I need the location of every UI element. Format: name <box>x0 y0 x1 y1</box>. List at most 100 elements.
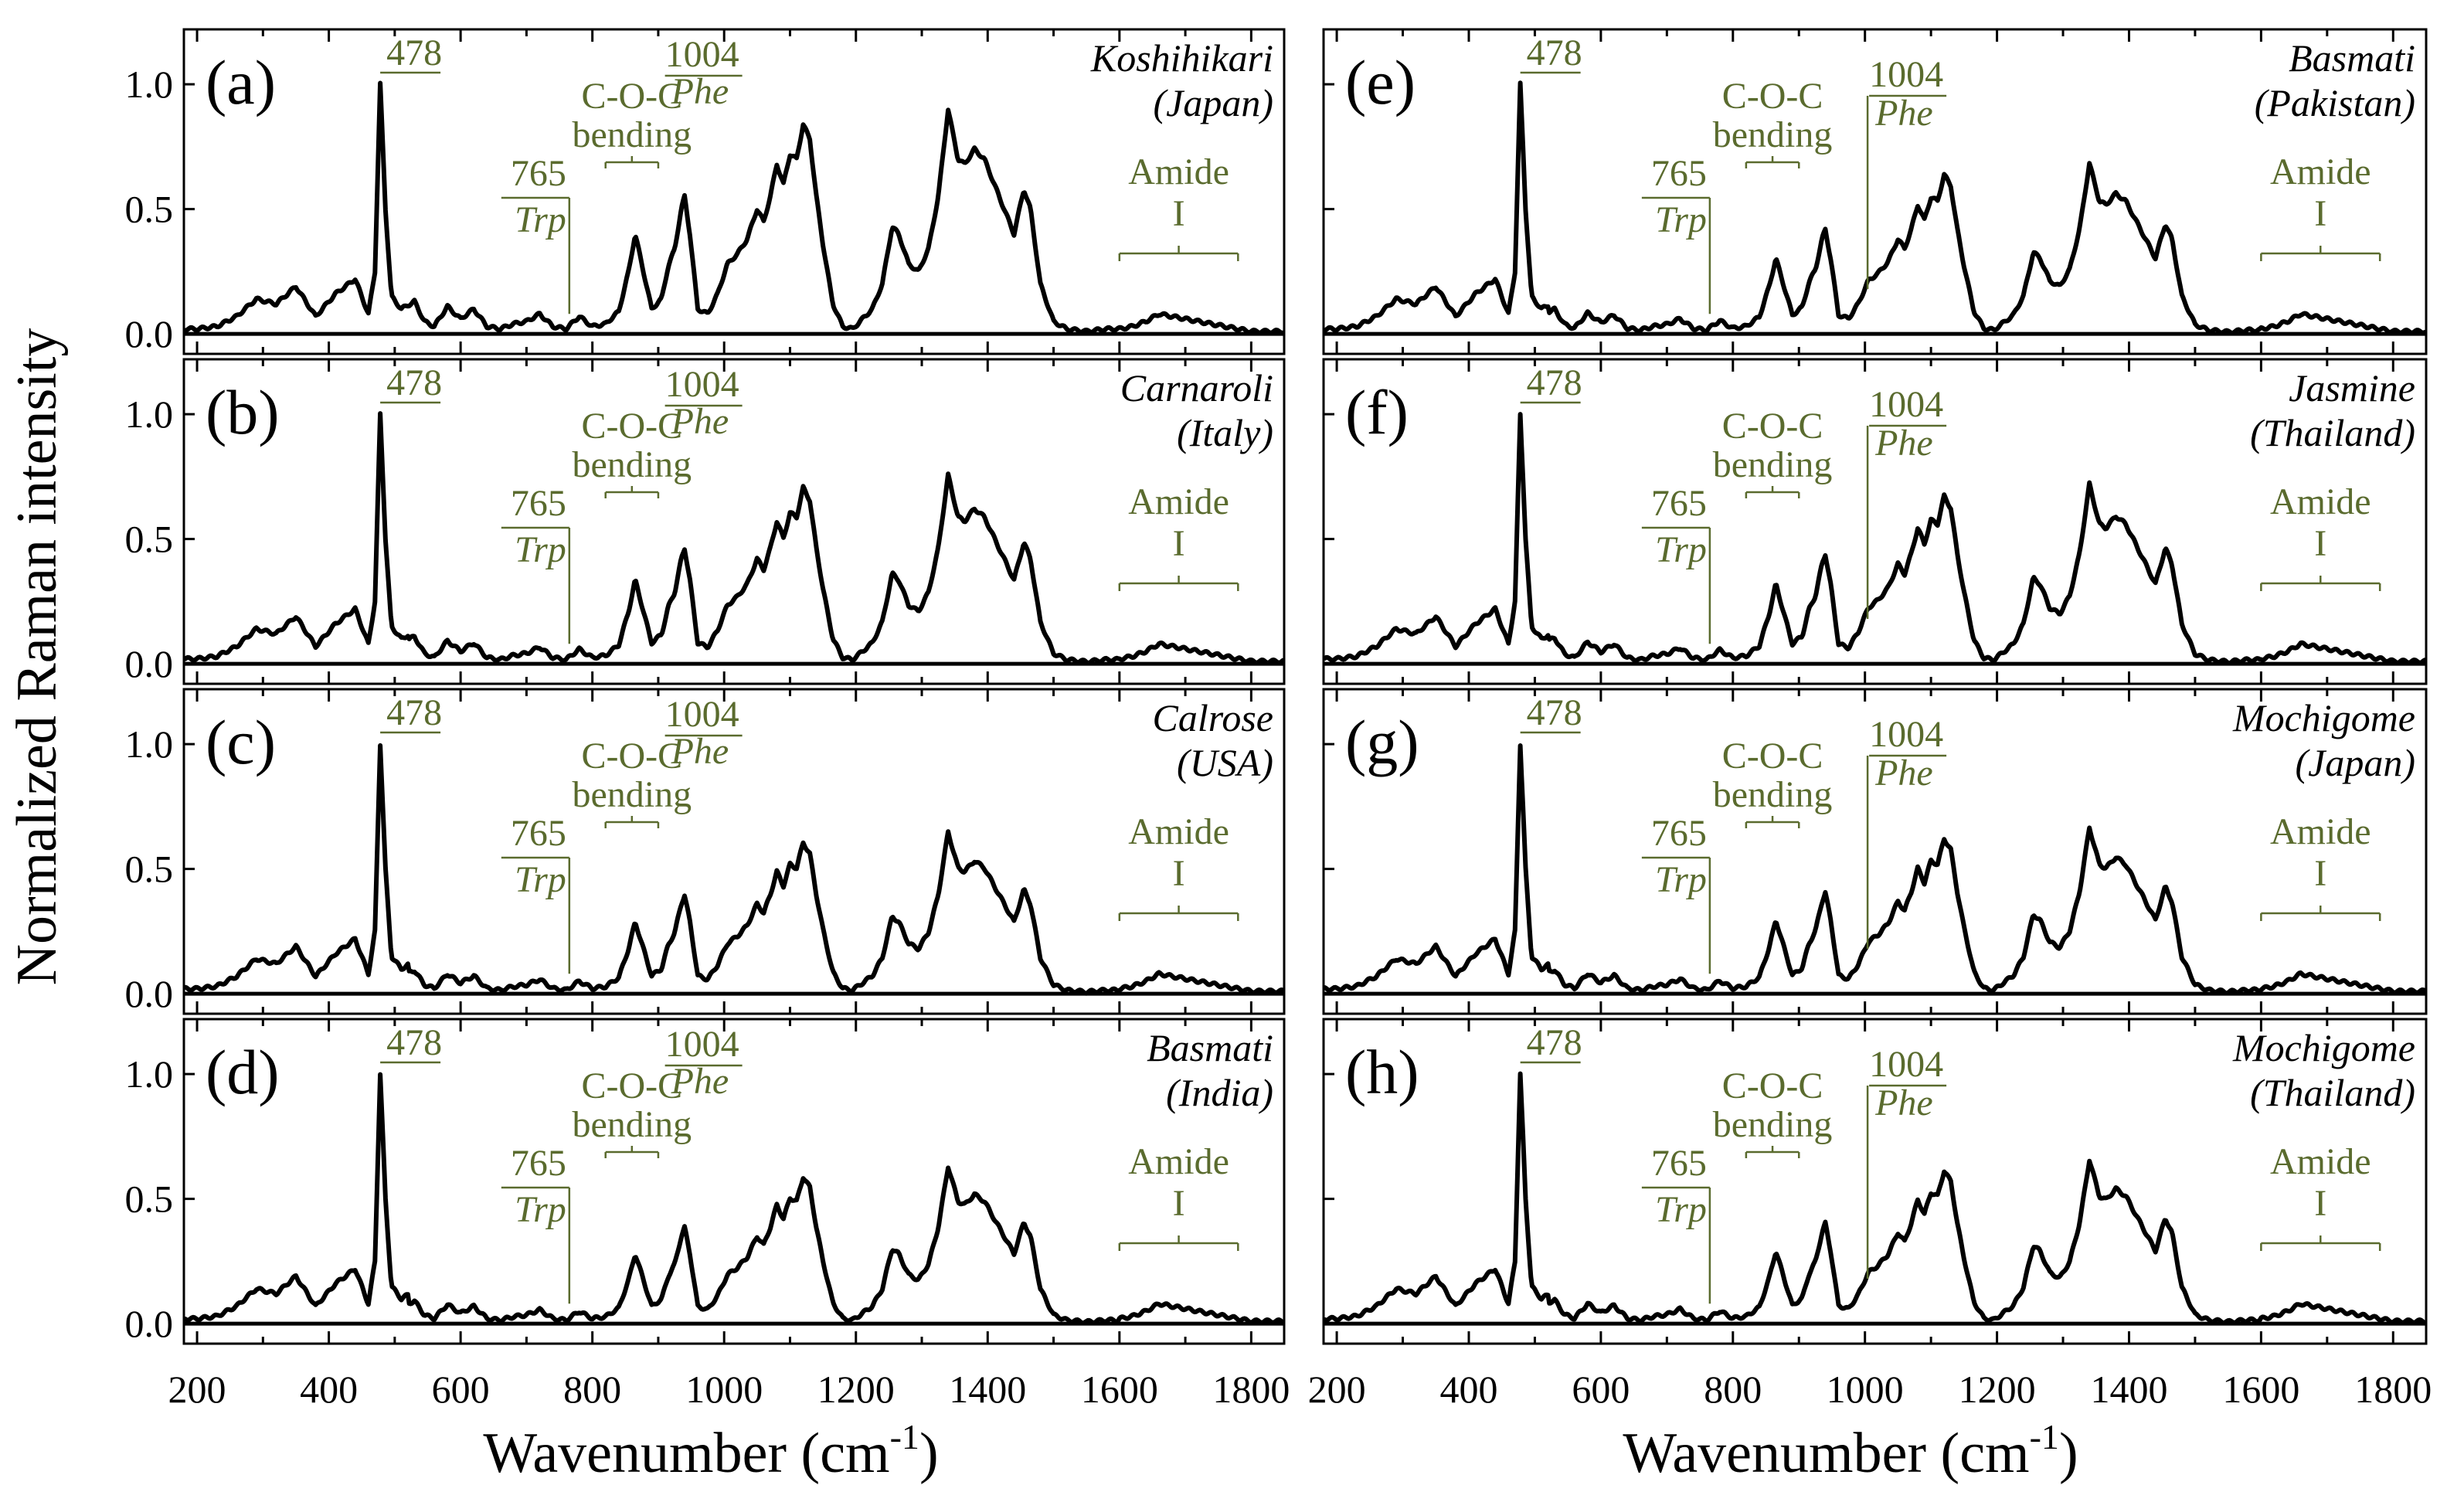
x-axis-label-left: Wavenumber (cm-1) <box>483 1417 938 1485</box>
x-tick-label: 1200 <box>1959 1368 2036 1411</box>
panel-a: 0.0 0.5 1.0 (a) Koshihikari(Japan) 478 C-O-Cbe… <box>125 28 1286 355</box>
annotation-478-label: 478 <box>386 692 442 733</box>
annotation-coc-label: bending <box>573 114 692 155</box>
annotation-coc-label: C-O-C <box>581 406 682 447</box>
annotation-coc-label: bending <box>1713 1104 1833 1145</box>
spectrum-line <box>1322 1071 2428 1326</box>
y-tick-label: 0.0 <box>125 642 174 685</box>
sample-name: Carnaroli <box>1120 366 1273 410</box>
panel-letter: (e) <box>1345 47 1416 117</box>
annotation-trp-label: Trp <box>515 1189 566 1230</box>
panel-c: 0.0 0.5 1.0 (c) Calrose(USA) 478 C-O-Cbending7… <box>125 688 1286 1015</box>
annotation-phe-label: Phe <box>1874 1082 1933 1123</box>
annotation-amide-label: I <box>1173 1183 1185 1224</box>
annotation-478-label: 478 <box>386 1022 442 1063</box>
sample-name: Koshihikari <box>1090 36 1273 80</box>
annotation-coc-label: bending <box>573 444 692 485</box>
y-tick-label: 0.5 <box>125 848 174 891</box>
annotation-coc-label: bending <box>573 774 692 815</box>
sample-origin: (Thailand) <box>2250 411 2415 454</box>
spectrum-line <box>1322 80 2428 336</box>
x-tick-label: 1600 <box>1081 1368 1158 1411</box>
x-tick-label: 600 <box>432 1368 490 1411</box>
x-tick-label: 800 <box>1704 1368 1762 1411</box>
sample-origin: (Italy) <box>1177 411 1273 454</box>
spectrum-line <box>182 1072 1286 1326</box>
annotation-phe-label: Phe <box>1874 93 1933 134</box>
panels: 0.00.51.0 (a) Koshihikari(Japan)478C-O-Cbe… <box>125 28 2432 1411</box>
annotation-amide-label: Amide <box>2270 481 2371 522</box>
panel-frame <box>182 1018 1286 1345</box>
annotation-coc-label: bending <box>1713 114 1833 155</box>
sample-origin: (Japan) <box>2296 741 2416 784</box>
annotation-trp-label: Trp <box>1655 859 1707 900</box>
x-tick-label: 1000 <box>685 1368 763 1411</box>
panel-letter: (f) <box>1345 377 1409 447</box>
annotation-coc-label: C-O-C <box>1722 736 1823 777</box>
annotation-765-label: 765 <box>511 1143 566 1184</box>
x-axis-label-sup: -1 <box>890 1417 919 1456</box>
annotation-478-label: 478 <box>1527 362 1582 403</box>
y-tick-label: 1.0 <box>125 63 174 106</box>
panel-h: 200 400 600 800 1000 1200 1400 1600 1800 (h) Mochi… <box>1308 1018 2432 1411</box>
annotation-1004-label: 1004 <box>665 1024 739 1065</box>
x-tick-label: 200 <box>168 1368 226 1411</box>
annotation-amide-bracket <box>2260 1235 2381 1251</box>
sample-name: Calrose <box>1153 696 1274 739</box>
annotation-1004-label: 1004 <box>665 364 739 405</box>
sample-origin: (India) <box>1166 1071 1273 1114</box>
sample-name: Basmati <box>1147 1026 1273 1069</box>
spectrum-line <box>182 743 1286 996</box>
annotation-phe-label: Phe <box>671 1061 729 1102</box>
annotation-1004-label: 1004 <box>665 34 739 75</box>
x-tick-label: 1400 <box>949 1368 1026 1411</box>
panel-letter: (d) <box>206 1037 280 1107</box>
sample-name: Basmati <box>2289 36 2415 80</box>
sample-name: Mochigome <box>2232 1026 2415 1069</box>
x-tick-label: 1800 <box>2354 1368 2432 1411</box>
annotation-amide-bracket <box>1118 576 1239 591</box>
annotation-phe-label: Phe <box>1874 423 1933 464</box>
x-axis-label-text: Wavenumber (cm <box>1623 1422 2029 1485</box>
y-tick-label: 1.0 <box>125 393 174 436</box>
annotation-478-label: 478 <box>386 32 442 73</box>
y-tick-label: 0.0 <box>125 1302 174 1345</box>
x-axis-label-close: ) <box>2059 1422 2078 1485</box>
annotation-coc-bracket <box>1745 1146 1800 1158</box>
x-tick-label: 1200 <box>817 1368 895 1411</box>
x-tick-label: 1000 <box>1827 1368 1904 1411</box>
annotation-amide-bracket <box>1118 246 1239 261</box>
panel-letter: (a) <box>206 47 276 117</box>
annotation-trp-label: Trp <box>1655 1189 1707 1230</box>
panel-letter: (c) <box>206 707 276 777</box>
annotation-amide-label: I <box>2314 853 2326 894</box>
sample-name: Mochigome <box>2232 696 2415 739</box>
annotation-phe-label: Phe <box>1874 753 1933 794</box>
annotation-amide-label: Amide <box>1128 151 1229 192</box>
y-tick-label: 0.5 <box>125 1178 174 1221</box>
annotation-coc-label: bending <box>1713 444 1833 485</box>
x-axis-label-text: Wavenumber (cm <box>483 1422 889 1485</box>
annotation-coc-bracket <box>604 1146 660 1158</box>
y-tick-label: 0.5 <box>125 518 174 561</box>
spectrum-line <box>182 411 1286 665</box>
panel-frame <box>1322 688 2428 1015</box>
annotation-765-label: 765 <box>1651 1143 1707 1184</box>
annotation-coc-bracket <box>604 156 660 168</box>
annotation-coc-bracket <box>1745 156 1800 168</box>
annotation-trp-label: Trp <box>515 529 566 570</box>
annotation-1004-label: 1004 <box>1869 384 1943 425</box>
annotation-coc-bracket <box>604 486 660 498</box>
annotation-amide-label: I <box>1173 853 1185 894</box>
annotation-phe-label: Phe <box>671 731 729 772</box>
annotation-1004-label: 1004 <box>1869 714 1943 755</box>
x-axis-label-right: Wavenumber (cm-1) <box>1623 1417 2078 1485</box>
annotation-amide-label: I <box>2314 523 2326 564</box>
annotation-phe-label: Phe <box>671 401 729 442</box>
annotation-478-label: 478 <box>386 362 442 403</box>
panel-frame <box>182 688 1286 1015</box>
annotation-amide-label: Amide <box>1128 811 1229 852</box>
